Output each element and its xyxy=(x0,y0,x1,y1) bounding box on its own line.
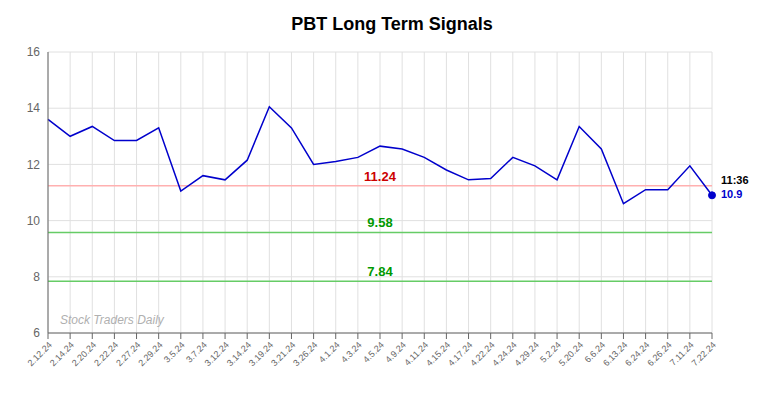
svg-text:16: 16 xyxy=(27,45,41,59)
svg-text:7.84: 7.84 xyxy=(367,264,393,279)
svg-text:4.3.24: 4.3.24 xyxy=(339,340,364,365)
svg-text:2.14.24: 2.14.24 xyxy=(47,339,77,369)
svg-text:5.2.24: 5.2.24 xyxy=(538,339,563,365)
svg-text:4.22.24: 4.22.24 xyxy=(468,339,497,369)
svg-text:7.22.24: 7.22.24 xyxy=(690,340,718,368)
svg-text:7.11.24: 7.11.24 xyxy=(668,339,696,368)
svg-text:4.9.24: 4.9.24 xyxy=(383,339,409,365)
svg-text:4.1.24: 4.1.24 xyxy=(317,340,342,365)
svg-text:3.21.24: 3.21.24 xyxy=(269,339,298,369)
svg-text:4.24.24: 4.24.24 xyxy=(490,339,519,369)
svg-text:4.11.24: 4.11.24 xyxy=(402,339,431,368)
svg-text:10: 10 xyxy=(27,214,41,228)
svg-text:4.15.24: 4.15.24 xyxy=(424,339,453,369)
svg-text:2.22.24: 2.22.24 xyxy=(92,339,121,369)
svg-text:11:36: 11:36 xyxy=(721,174,749,186)
svg-text:3.26.24: 3.26.24 xyxy=(291,340,319,368)
svg-text:10.9: 10.9 xyxy=(721,188,742,200)
svg-text:2.27.24: 2.27.24 xyxy=(114,339,143,369)
svg-text:6.13.24: 6.13.24 xyxy=(601,339,630,369)
svg-text:2.12.24: 2.12.24 xyxy=(25,339,54,369)
svg-text:3.7.24: 3.7.24 xyxy=(184,339,209,365)
svg-text:4.5.24: 4.5.24 xyxy=(361,340,386,365)
svg-text:2.20.24: 2.20.24 xyxy=(69,339,99,369)
svg-text:2.29.24: 2.29.24 xyxy=(136,340,164,368)
svg-text:3.14.24: 3.14.24 xyxy=(224,339,254,369)
svg-text:6.6.24: 6.6.24 xyxy=(582,339,608,365)
svg-text:9.58: 9.58 xyxy=(367,215,392,230)
svg-text:5.20.24: 5.20.24 xyxy=(557,340,585,368)
svg-text:6: 6 xyxy=(33,326,40,340)
svg-text:3.5.24: 3.5.24 xyxy=(162,340,187,365)
svg-text:3.19.24: 3.19.24 xyxy=(247,339,276,369)
svg-text:3.12.24: 3.12.24 xyxy=(202,339,231,369)
svg-text:12: 12 xyxy=(27,158,41,172)
svg-text:6.24.24: 6.24.24 xyxy=(623,339,652,369)
svg-text:8: 8 xyxy=(33,270,40,284)
html-text:Stock Traders Daily: Stock Traders Daily xyxy=(60,313,164,327)
svg-text:6.26.24: 6.26.24 xyxy=(645,340,673,368)
html-text:PBT Long Term Signals: PBT Long Term Signals xyxy=(291,14,493,34)
svg-text:11.24: 11.24 xyxy=(364,169,397,184)
svg-text:14: 14 xyxy=(27,101,41,115)
svg-text:4.17.24: 4.17.24 xyxy=(446,339,475,369)
svg-text:4.29.24: 4.29.24 xyxy=(513,340,541,368)
